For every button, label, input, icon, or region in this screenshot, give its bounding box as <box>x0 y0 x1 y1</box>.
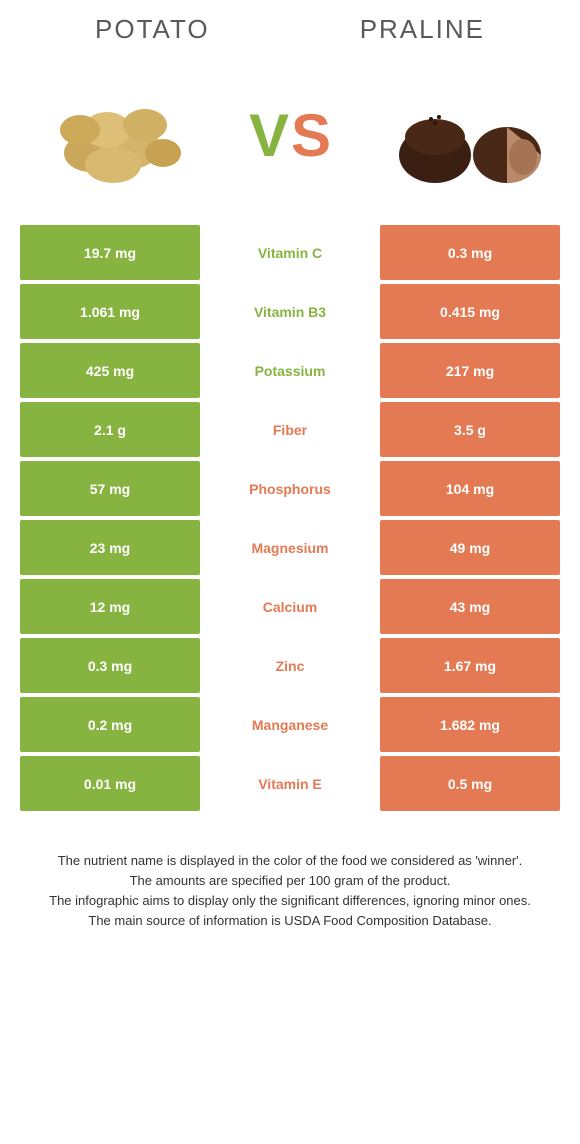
table-row: 2.1 gFiber3.5 g <box>20 402 560 457</box>
nutrient-name: Potassium <box>200 343 380 398</box>
header-row: Potato Praline <box>0 0 580 55</box>
footer-line: The amounts are specified per 100 gram o… <box>35 871 545 891</box>
right-value: 3.5 g <box>380 402 560 457</box>
right-value: 104 mg <box>380 461 560 516</box>
table-row: 57 mgPhosphorus104 mg <box>20 461 560 516</box>
right-value: 0.415 mg <box>380 284 560 339</box>
left-value: 0.2 mg <box>20 697 200 752</box>
right-value: 43 mg <box>380 579 560 634</box>
nutrient-name: Vitamin B3 <box>200 284 380 339</box>
left-value: 1.061 mg <box>20 284 200 339</box>
left-value: 57 mg <box>20 461 200 516</box>
right-value: 0.5 mg <box>380 756 560 811</box>
nutrient-name: Magnesium <box>200 520 380 575</box>
nutrient-name: Fiber <box>200 402 380 457</box>
right-value: 217 mg <box>380 343 560 398</box>
left-value: 0.3 mg <box>20 638 200 693</box>
praline-image <box>385 75 545 195</box>
table-row: 425 mgPotassium217 mg <box>20 343 560 398</box>
left-food-title: Potato <box>95 14 210 45</box>
right-food-title: Praline <box>360 14 485 45</box>
nutrient-name: Vitamin E <box>200 756 380 811</box>
table-row: 0.01 mgVitamin E0.5 mg <box>20 756 560 811</box>
nutrient-table: 19.7 mgVitamin C0.3 mg1.061 mgVitamin B3… <box>20 225 560 811</box>
left-value: 2.1 g <box>20 402 200 457</box>
footer-notes: The nutrient name is displayed in the co… <box>0 851 580 972</box>
footer-line: The main source of information is USDA F… <box>35 911 545 931</box>
nutrient-name: Calcium <box>200 579 380 634</box>
right-value: 1.67 mg <box>380 638 560 693</box>
footer-line: The nutrient name is displayed in the co… <box>35 851 545 871</box>
nutrient-name: Phosphorus <box>200 461 380 516</box>
vs-label: VS <box>249 101 331 170</box>
left-value: 425 mg <box>20 343 200 398</box>
right-value: 1.682 mg <box>380 697 560 752</box>
table-row: 0.3 mgZinc1.67 mg <box>20 638 560 693</box>
table-row: 19.7 mgVitamin C0.3 mg <box>20 225 560 280</box>
nutrient-name: Vitamin C <box>200 225 380 280</box>
table-row: 0.2 mgManganese1.682 mg <box>20 697 560 752</box>
left-value: 0.01 mg <box>20 756 200 811</box>
right-value: 0.3 mg <box>380 225 560 280</box>
table-row: 1.061 mgVitamin B30.415 mg <box>20 284 560 339</box>
left-value: 12 mg <box>20 579 200 634</box>
vs-letter-v: V <box>249 101 289 170</box>
nutrient-name: Manganese <box>200 697 380 752</box>
left-value: 19.7 mg <box>20 225 200 280</box>
left-value: 23 mg <box>20 520 200 575</box>
table-row: 12 mgCalcium43 mg <box>20 579 560 634</box>
vs-letter-s: S <box>291 101 331 170</box>
footer-line: The infographic aims to display only the… <box>35 891 545 911</box>
nutrient-name: Zinc <box>200 638 380 693</box>
potato-image <box>35 75 195 195</box>
image-row: VS <box>0 55 580 225</box>
right-value: 49 mg <box>380 520 560 575</box>
table-row: 23 mgMagnesium49 mg <box>20 520 560 575</box>
